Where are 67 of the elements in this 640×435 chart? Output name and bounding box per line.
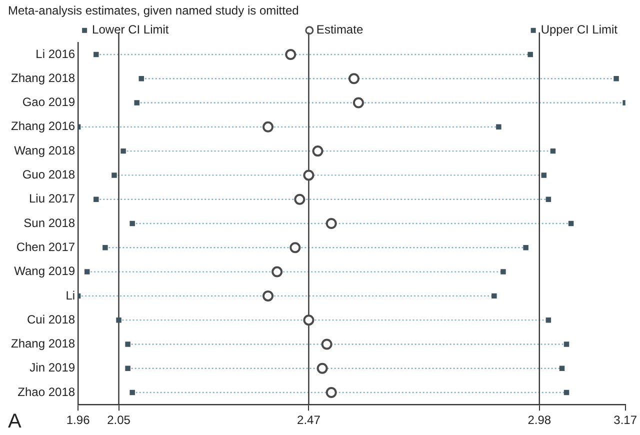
point bbox=[568, 220, 574, 226]
point bbox=[262, 290, 274, 302]
y-tick-label: Zhang 2018 bbox=[10, 336, 76, 351]
point bbox=[546, 196, 552, 202]
y-tick-label: Wang 2018 bbox=[14, 143, 76, 158]
y-tick-label: Sun 2018 bbox=[24, 216, 76, 230]
y-tick-label: Jin 2019 bbox=[30, 360, 76, 375]
point bbox=[84, 269, 90, 274]
x-tick-label: 3.17 bbox=[614, 413, 638, 428]
chart-title: Meta-analysis estimates, given named study is omitted bbox=[8, 4, 299, 18]
point bbox=[262, 121, 274, 132]
x-tick-label: 2.47 bbox=[297, 413, 321, 428]
point bbox=[564, 390, 570, 396]
point bbox=[94, 52, 99, 58]
point bbox=[116, 317, 122, 323]
y-tick-label: Zhang 2018 bbox=[10, 70, 76, 85]
point bbox=[94, 196, 99, 202]
point bbox=[326, 218, 337, 229]
point bbox=[290, 242, 301, 254]
point bbox=[523, 245, 528, 250]
x-tick-label: 2.05 bbox=[107, 413, 131, 428]
point bbox=[496, 124, 502, 130]
point bbox=[125, 366, 130, 371]
y-tick-label: Li 2016 bbox=[36, 46, 76, 61]
y-tick-label: Guo 2018 bbox=[22, 168, 76, 182]
y-tick-label: Zhang 2016 bbox=[10, 119, 76, 134]
point bbox=[102, 245, 108, 250]
point bbox=[500, 269, 506, 274]
text: A bbox=[8, 410, 22, 433]
point bbox=[130, 220, 135, 226]
point bbox=[550, 148, 556, 154]
point bbox=[130, 390, 135, 396]
y-tick-label: Gao 2019 bbox=[22, 95, 76, 110]
point bbox=[541, 172, 547, 178]
point bbox=[294, 194, 306, 205]
y-tick-label: Chen 2017 bbox=[16, 240, 76, 254]
point bbox=[559, 366, 565, 371]
point bbox=[321, 338, 332, 350]
legend-label: Lower CI Limit bbox=[92, 22, 170, 37]
point bbox=[312, 146, 324, 157]
x-tick-label: 2.98 bbox=[528, 413, 552, 428]
y-tick-label: Li bbox=[66, 288, 76, 302]
point bbox=[303, 170, 314, 181]
point bbox=[546, 317, 552, 323]
legend-label: Estimate bbox=[316, 22, 364, 37]
point bbox=[614, 76, 619, 82]
point bbox=[303, 314, 314, 326]
y-tick-label: Wang 2019 bbox=[14, 264, 76, 278]
point bbox=[138, 76, 144, 82]
point bbox=[272, 266, 283, 278]
point bbox=[316, 362, 328, 374]
point bbox=[492, 293, 497, 299]
x-tick-label: 1.96 bbox=[66, 413, 90, 428]
point bbox=[352, 97, 364, 108]
point bbox=[120, 148, 126, 154]
point bbox=[134, 100, 140, 106]
y-tick-label: Liu 2017 bbox=[29, 192, 76, 206]
legend-label: Upper CI Limit bbox=[540, 22, 618, 37]
y-tick-label: Cui 2018 bbox=[27, 312, 76, 326]
point bbox=[564, 342, 570, 347]
y-tick-label: Zhao 2018 bbox=[18, 384, 76, 399]
point bbox=[528, 52, 533, 58]
point bbox=[112, 172, 117, 178]
point bbox=[125, 342, 130, 347]
point bbox=[326, 387, 337, 398]
point bbox=[348, 73, 360, 84]
point bbox=[285, 48, 296, 60]
